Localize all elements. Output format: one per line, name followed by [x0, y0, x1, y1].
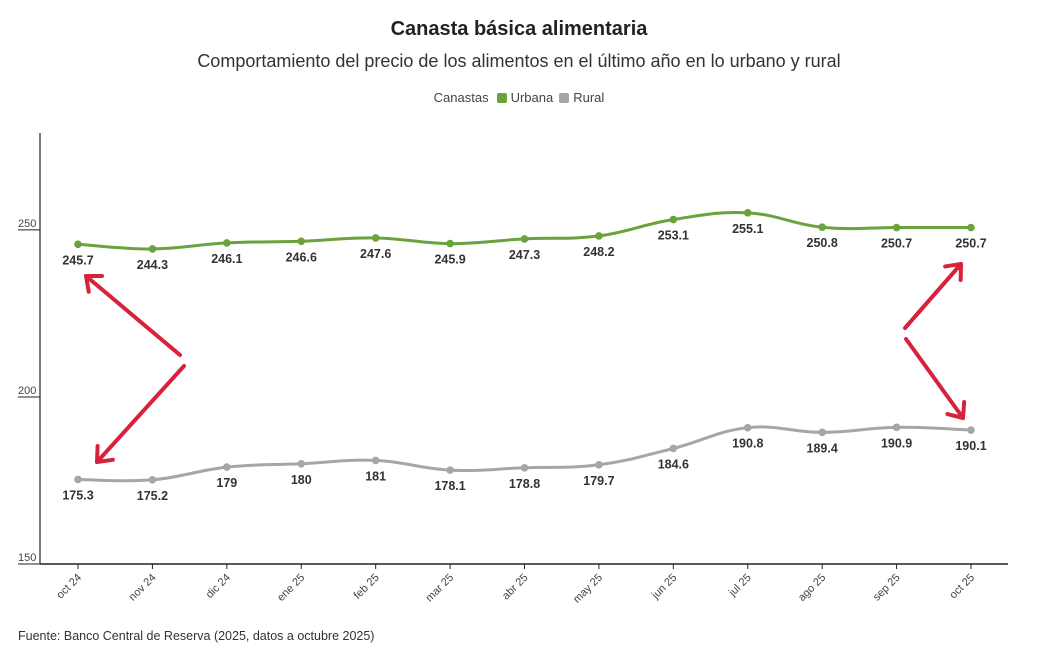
data-label-urbana: 245.9 — [434, 253, 465, 267]
x-tick-label: ago 25 — [796, 572, 828, 604]
data-label-rural: 179.7 — [583, 474, 614, 488]
data-label-rural: 190.8 — [732, 437, 763, 451]
data-point-urbana[interactable] — [595, 232, 603, 240]
legend-swatch-urbana — [496, 92, 507, 103]
data-label-urbana: 253.1 — [658, 229, 689, 243]
arrow-left-up — [84, 274, 182, 357]
legend-item-rural[interactable]: Rural — [559, 90, 604, 105]
data-point-urbana[interactable] — [74, 240, 82, 249]
data-point-rural[interactable] — [223, 463, 231, 471]
x-tick-label: dic 24 — [204, 572, 233, 601]
x-tick-label: abr 25 — [500, 572, 531, 603]
data-label-urbana: 247.6 — [360, 247, 391, 261]
data-point-rural[interactable] — [446, 466, 454, 474]
x-tick-label: sep 25 — [871, 572, 903, 604]
data-label-urbana: 250.8 — [807, 236, 838, 250]
data-point-rural[interactable] — [371, 456, 380, 465]
data-point-rural[interactable] — [297, 459, 306, 468]
data-point-rural[interactable] — [520, 463, 529, 472]
chart-subtitle: Comportamiento del precio de los aliment… — [197, 51, 841, 71]
data-label-urbana: 244.3 — [137, 258, 168, 272]
x-tick-label: ene 25 — [275, 572, 307, 604]
data-point-urbana[interactable] — [520, 235, 529, 243]
data-label-urbana: 255.1 — [732, 222, 763, 236]
x-tick-label: jul 25 — [726, 572, 754, 600]
data-point-urbana[interactable] — [446, 239, 454, 248]
x-tick-label: mar 25 — [424, 572, 457, 605]
data-point-rural[interactable] — [595, 460, 603, 469]
x-tick-label: jun 25 — [649, 572, 679, 602]
data-label-rural: 190.9 — [881, 436, 912, 450]
data-point-rural[interactable] — [967, 426, 975, 434]
data-label-urbana: 250.7 — [881, 237, 912, 251]
data-point-urbana[interactable] — [892, 223, 901, 232]
data-label-urbana: 248.2 — [583, 245, 614, 259]
data-label-rural: 175.3 — [62, 488, 93, 502]
arrow-right-up — [903, 262, 963, 330]
legend-title: Canastas — [433, 90, 489, 105]
data-label-rural: 181 — [365, 469, 386, 483]
data-point-urbana[interactable] — [743, 209, 752, 217]
data-point-rural[interactable] — [74, 475, 82, 484]
y-tick-label: 200 — [18, 385, 36, 397]
data-label-rural: 189.4 — [807, 441, 838, 455]
data-label-rural: 175.2 — [137, 489, 168, 503]
data-label-rural: 179 — [216, 476, 237, 490]
data-label-rural: 190.1 — [955, 439, 986, 453]
axes: 150 200 250 oct 24 nov 24 dic 24 ene 25 feb 25 m… — [18, 133, 1008, 606]
x-tick-label: feb 25 — [352, 572, 382, 602]
annotation-arrows — [84, 262, 967, 464]
data-label-urbana: 245.7 — [62, 253, 93, 267]
data-label-rural: 178.1 — [434, 479, 465, 493]
data-point-rural[interactable] — [892, 423, 901, 432]
legend-item-urbana[interactable]: Urbana — [496, 90, 554, 105]
data-label-rural: 184.6 — [658, 457, 689, 471]
y-tick-label: 250 — [18, 218, 36, 230]
data-label-urbana: 247.3 — [509, 248, 540, 262]
chart-title: Canasta básica alimentaria — [390, 18, 648, 40]
x-tick-label: nov 24 — [127, 572, 159, 604]
data-point-rural[interactable] — [669, 444, 678, 453]
data-point-urbana[interactable] — [967, 223, 975, 232]
arrow-left-down — [95, 364, 186, 464]
data-label-rural: 178.8 — [509, 477, 540, 491]
data-point-urbana[interactable] — [223, 239, 231, 247]
x-tick-label: may 25 — [571, 572, 605, 606]
data-labels: 245.7 244.3 246.1 246.6 247.6 245.9 247.3 248.2… — [62, 222, 986, 503]
legend-label-rural: Rural — [573, 90, 605, 105]
x-tick-label: oct 24 — [54, 572, 84, 602]
data-label-urbana: 250.7 — [955, 237, 986, 251]
arrow-right-down — [904, 337, 967, 420]
legend-label-urbana: Urbana — [510, 90, 554, 105]
data-point-urbana[interactable] — [297, 237, 306, 246]
data-point-urbana[interactable] — [669, 215, 678, 224]
data-point-rural[interactable] — [743, 423, 752, 432]
legend: Canastas Urbana Rural — [0, 90, 1038, 105]
source-note: Fuente: Banco Central de Reserva (2025, … — [18, 629, 375, 643]
y-tick-label: 150 — [18, 552, 36, 564]
data-label-urbana: 246.6 — [286, 250, 317, 264]
data-point-urbana[interactable] — [148, 245, 157, 253]
legend-swatch-rural — [559, 92, 570, 103]
data-point-urbana[interactable] — [818, 223, 826, 232]
data-label-urbana: 246.1 — [211, 252, 242, 266]
data-point-rural[interactable] — [818, 428, 826, 437]
data-label-rural: 180 — [291, 473, 312, 487]
data-point-rural[interactable] — [148, 476, 157, 484]
series-lines — [74, 209, 975, 484]
data-point-urbana[interactable] — [371, 234, 380, 242]
x-tick-label: oct 25 — [947, 572, 977, 602]
